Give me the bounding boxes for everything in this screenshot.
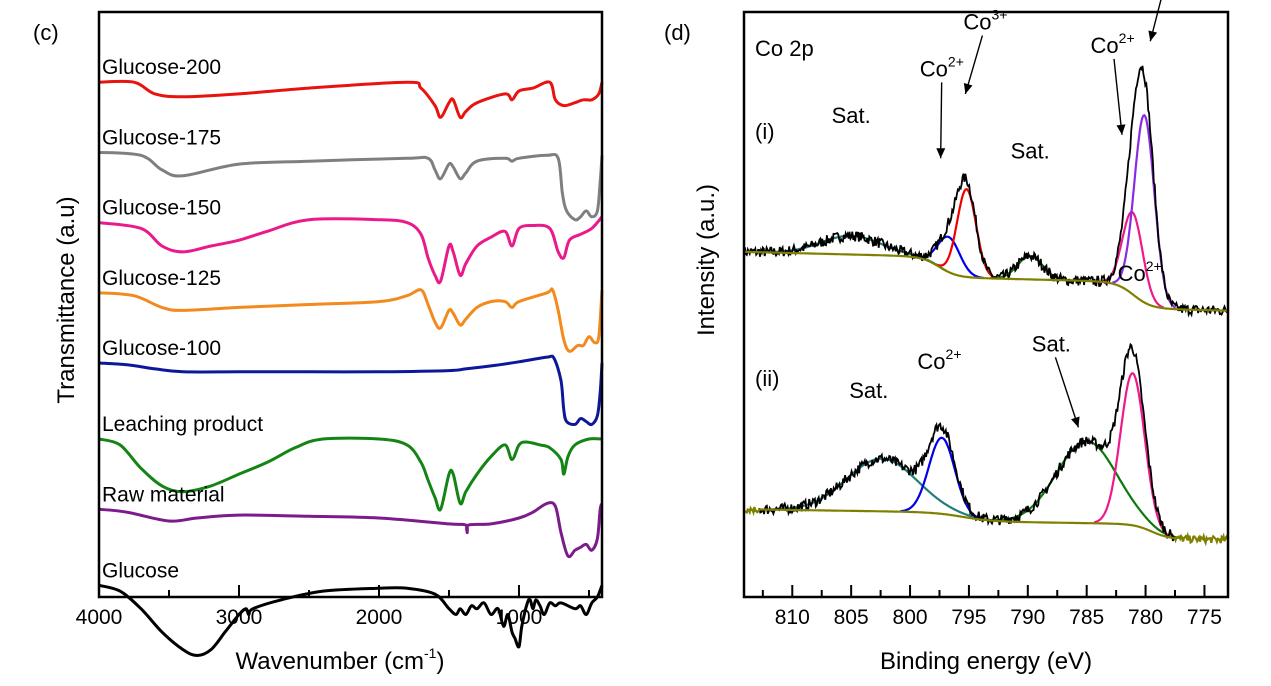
ftir-x-tick-label: 2000 bbox=[356, 606, 403, 629]
annotation-sup: 3+ bbox=[991, 7, 1007, 23]
xps-annotation-co2: Co2+ bbox=[917, 346, 961, 374]
xps-annotation-sat: Sat. bbox=[1011, 138, 1050, 163]
ftir-y-axis-title: Transmittance (a.u) bbox=[53, 196, 80, 403]
xps-annotation-co2: Co2+ bbox=[1118, 258, 1162, 286]
xps-panel: (d) Sat.Co2+Co3+Sat.Co2+Co3+Sat.Co2+Sat.… bbox=[664, 0, 1230, 675]
ftir-x-tick-label: 4000 bbox=[76, 606, 123, 629]
xps-i-background bbox=[744, 250, 1228, 312]
xps-annotations: Sat.Co2+Co3+Sat.Co2+Co3+Sat.Co2+Sat.Co2+ bbox=[832, 0, 1162, 428]
annotation-arrow-line bbox=[964, 35, 984, 95]
annotation-sup: 2+ bbox=[1119, 30, 1135, 46]
xps-x-tick-label: 810 bbox=[775, 606, 810, 629]
spectrum-label-ii: (ii) bbox=[755, 366, 779, 391]
xps-x-tick-label: 795 bbox=[951, 606, 986, 629]
ftir-x-axis-title-sup: -1 bbox=[424, 645, 437, 661]
xps-x-ticks: 810 805 800 795 790 785 780 775 bbox=[761, 585, 1222, 629]
xps-annotation-co2: Co2+ bbox=[920, 53, 964, 81]
xps-x-tick-label: 785 bbox=[1069, 606, 1104, 629]
annotation-arrow-head bbox=[1116, 124, 1126, 135]
annotation-arrow-line bbox=[1149, 0, 1162, 42]
ftir-trace-glucose-100 bbox=[98, 354, 604, 427]
ftir-label-glucose-175: Glucose-175 bbox=[102, 126, 221, 149]
annotation-sup: 2+ bbox=[948, 53, 964, 69]
annotation-text: Co bbox=[920, 56, 948, 81]
annotation-text: Sat. bbox=[849, 378, 888, 403]
ftir-label-glucose-200: Glucose-200 bbox=[102, 56, 221, 79]
xps-title: Co 2p bbox=[755, 36, 814, 61]
xps-x-axis-title: Binding energy (eV) bbox=[880, 648, 1092, 675]
ftir-x-tick-label: 1000 bbox=[496, 606, 543, 629]
ftir-label-glucose-100: Glucose-100 bbox=[102, 337, 221, 360]
ftir-trace-leaching-product bbox=[98, 436, 603, 512]
xps-annotation-co2: Co2+ bbox=[1091, 30, 1135, 58]
annotation-text: Co bbox=[1091, 33, 1119, 58]
annotation-text: Co bbox=[1118, 261, 1146, 286]
xps-x-tick-label: 805 bbox=[834, 606, 869, 629]
annotation-text: Sat. bbox=[1011, 138, 1050, 163]
xps-y-axis-title: Intensity (a.u.) bbox=[693, 184, 720, 336]
ftir-trace-glucose bbox=[98, 583, 604, 657]
ftir-label-leaching-product: Leaching product bbox=[102, 413, 263, 436]
xps-ii-component-co2-1 bbox=[900, 436, 984, 521]
xps-series-group bbox=[743, 65, 1229, 547]
xps-x-tick-label: 780 bbox=[1128, 606, 1163, 629]
ftir-x-axis-title-suffix: ) bbox=[436, 648, 444, 675]
ftir-series-labels: Glucose-200 Glucose-175 Glucose-150 Glucose… bbox=[102, 56, 263, 582]
xps-annotation-sat: Sat. bbox=[832, 103, 871, 128]
xps-ii-component-co2-3 bbox=[1093, 372, 1172, 538]
annotation-sup: 2+ bbox=[1146, 258, 1162, 274]
xps-x-tick-label: 775 bbox=[1187, 606, 1222, 629]
panel-label-d: (d) bbox=[664, 20, 691, 45]
ftir-label-glucose-125: Glucose-125 bbox=[102, 267, 221, 290]
xps-plot-frame bbox=[742, 10, 1230, 599]
annotation-arrow-head bbox=[936, 148, 946, 159]
ftir-label-raw-material: Raw material bbox=[102, 483, 225, 506]
xps-annotation-sat: Sat. bbox=[1032, 331, 1071, 356]
annotation-text: Sat. bbox=[1032, 331, 1071, 356]
spectrum-label-i: (i) bbox=[755, 119, 775, 144]
panel-label-c: (c) bbox=[33, 20, 59, 45]
xps-ii-background bbox=[743, 505, 1229, 547]
annotation-text: Sat. bbox=[832, 103, 871, 128]
ftir-series-group bbox=[98, 79, 604, 657]
ftir-x-tick-label: 3000 bbox=[216, 606, 263, 629]
ftir-trace-glucose-150 bbox=[98, 215, 604, 285]
ftir-trace-glucose-175 bbox=[98, 150, 604, 222]
annotation-sup: 2+ bbox=[946, 346, 962, 362]
ftir-trace-glucose-200 bbox=[98, 79, 604, 120]
ftir-x-axis-title: Wavenumber (cm-1) bbox=[236, 645, 445, 675]
ftir-label-glucose: Glucose bbox=[102, 559, 179, 582]
xps-annotation-co3: Co3+ bbox=[963, 7, 1007, 35]
ftir-panel: (c) Glucose-200Glucose-175Glucose-150Glu… bbox=[33, 10, 604, 675]
annotation-arrow-head bbox=[963, 83, 973, 94]
xps-annotation-sat: Sat. bbox=[849, 378, 888, 403]
annotation-text: Co bbox=[963, 10, 991, 35]
ftir-label-glucose-150: Glucose-150 bbox=[102, 197, 221, 220]
annotation-text: Co bbox=[917, 349, 945, 374]
ftir-x-ticks: 4000 3000 2000 1000 bbox=[76, 585, 590, 629]
annotation-arrow-line bbox=[939, 82, 943, 159]
xps-x-tick-label: 790 bbox=[1010, 606, 1045, 629]
ftir-trace-raw-material bbox=[98, 501, 604, 559]
annotation-arrow-head bbox=[1148, 30, 1158, 42]
ftir-trace-glucose-125 bbox=[98, 287, 604, 353]
xps-ii-experimental-data bbox=[758, 342, 1176, 542]
annotation-arrow-head bbox=[1071, 416, 1080, 428]
ftir-plot-frame bbox=[97, 10, 604, 599]
annotation-arrow-line bbox=[1054, 357, 1080, 428]
xps-i-experimental-data bbox=[743, 65, 1228, 318]
annotation-arrow-line bbox=[1113, 58, 1123, 135]
ftir-x-axis-title-main: Wavenumber (cm bbox=[236, 648, 424, 675]
xps-x-tick-label: 800 bbox=[893, 606, 928, 629]
